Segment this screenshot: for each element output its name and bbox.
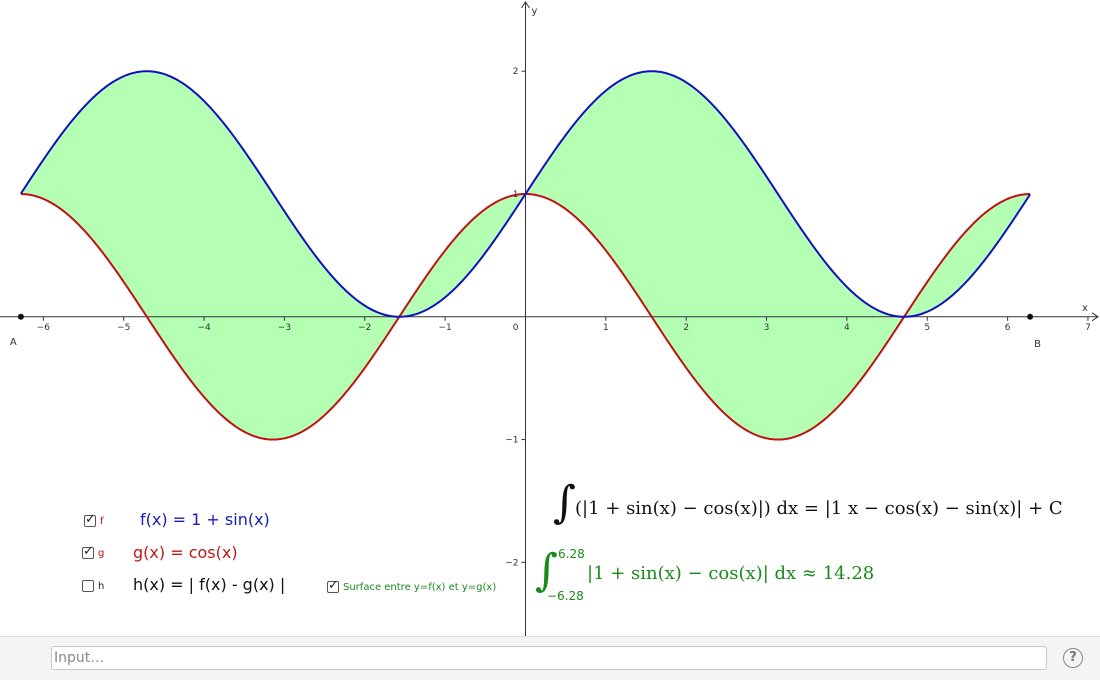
function-g-text: g(x) = cos(x) [133, 543, 238, 562]
y-tick-label: 2 [513, 67, 519, 77]
x-tick-label: −2 [358, 323, 371, 333]
x-tick-label: 4 [844, 323, 850, 333]
x-tick-label: 1 [603, 323, 609, 333]
function-h-text: h(x) = | f(x) - g(x) | [133, 575, 286, 594]
graph-canvas[interactable]: −6 −5 −4 −3 −2 −1 1 2 3 4 5 6 7−2−112 x y 0 A B [0, 0, 1100, 636]
checkbox-label-g: g [98, 547, 105, 559]
x-tick-label: 3 [764, 323, 770, 333]
x-tick-label: 7 [1085, 323, 1091, 333]
surface-checkbox-label: Surface entre y=f(x) et y=g(x) [343, 581, 497, 593]
point-B[interactable] [1027, 313, 1034, 320]
show-surface-checkbox[interactable] [327, 578, 339, 594]
algebra-input-field[interactable] [51, 646, 1047, 670]
x-axis-arrow-icon [1091, 312, 1099, 322]
y-axis-arrow-icon [521, 1, 530, 9]
x-tick-label: −1 [439, 323, 452, 333]
surface-between-f-and-g [20, 71, 1031, 440]
show-h-checkbox[interactable] [82, 580, 94, 592]
toggle-row-g: g [82, 544, 105, 560]
integral-upper-limit: 6.28 [558, 547, 585, 561]
x-axis-label: x [1082, 303, 1088, 314]
antiderivative-formula: (|1 + sin(x) − cos(x)|) dx = |1 x − cos(… [575, 498, 1063, 519]
y-axis-label: y [531, 6, 537, 17]
x-tick-label: −4 [197, 323, 211, 333]
definite-integral-sign-icon: ∫ [535, 545, 558, 596]
x-tick-label: −3 [278, 323, 291, 333]
toggle-row-h: h [82, 580, 104, 592]
show-g-checkbox[interactable] [82, 544, 94, 560]
point-B-label: B [1034, 339, 1041, 350]
origin-label: 0 [513, 323, 519, 333]
integral-lower-limit: −6.28 [547, 589, 584, 603]
tick-labels: −6 −5 −4 −3 −2 −1 1 2 3 4 5 6 7−2−112 [37, 67, 1091, 568]
x-tick-label: 6 [1005, 323, 1011, 333]
checkbox-label-h: h [98, 580, 105, 592]
point-A[interactable] [17, 313, 24, 320]
help-button[interactable]: ? [1063, 648, 1083, 668]
y-tick-label: −1 [505, 436, 518, 446]
point-A-label: A [10, 337, 17, 348]
integral-sign-icon: ∫ [553, 477, 576, 528]
toggle-row-surface: Surface entre y=f(x) et y=g(x) [327, 578, 497, 594]
x-tick-label: 5 [924, 323, 930, 333]
y-tick-label: −2 [505, 558, 518, 568]
x-tick-label: −6 [37, 323, 51, 333]
axes: −6 −5 −4 −3 −2 −1 1 2 3 4 5 6 7−2−112 x y 0 [0, 1, 1099, 636]
x-tick-label: 2 [683, 323, 689, 333]
curve-f[interactable] [20, 70, 1031, 318]
tick-marks [42, 70, 1089, 563]
x-tick-label: −5 [117, 323, 130, 333]
show-f-checkbox[interactable] [84, 512, 96, 528]
toggle-row-f: f [84, 512, 104, 528]
checkbox-label-f: f [100, 515, 104, 527]
definite-integral-formula: |1 + sin(x) − cos(x)| dx ≈ 14.28 [587, 563, 875, 584]
algebra-input-bar: ? [0, 636, 1100, 680]
function-f-text: f(x) = 1 + sin(x) [140, 510, 270, 529]
